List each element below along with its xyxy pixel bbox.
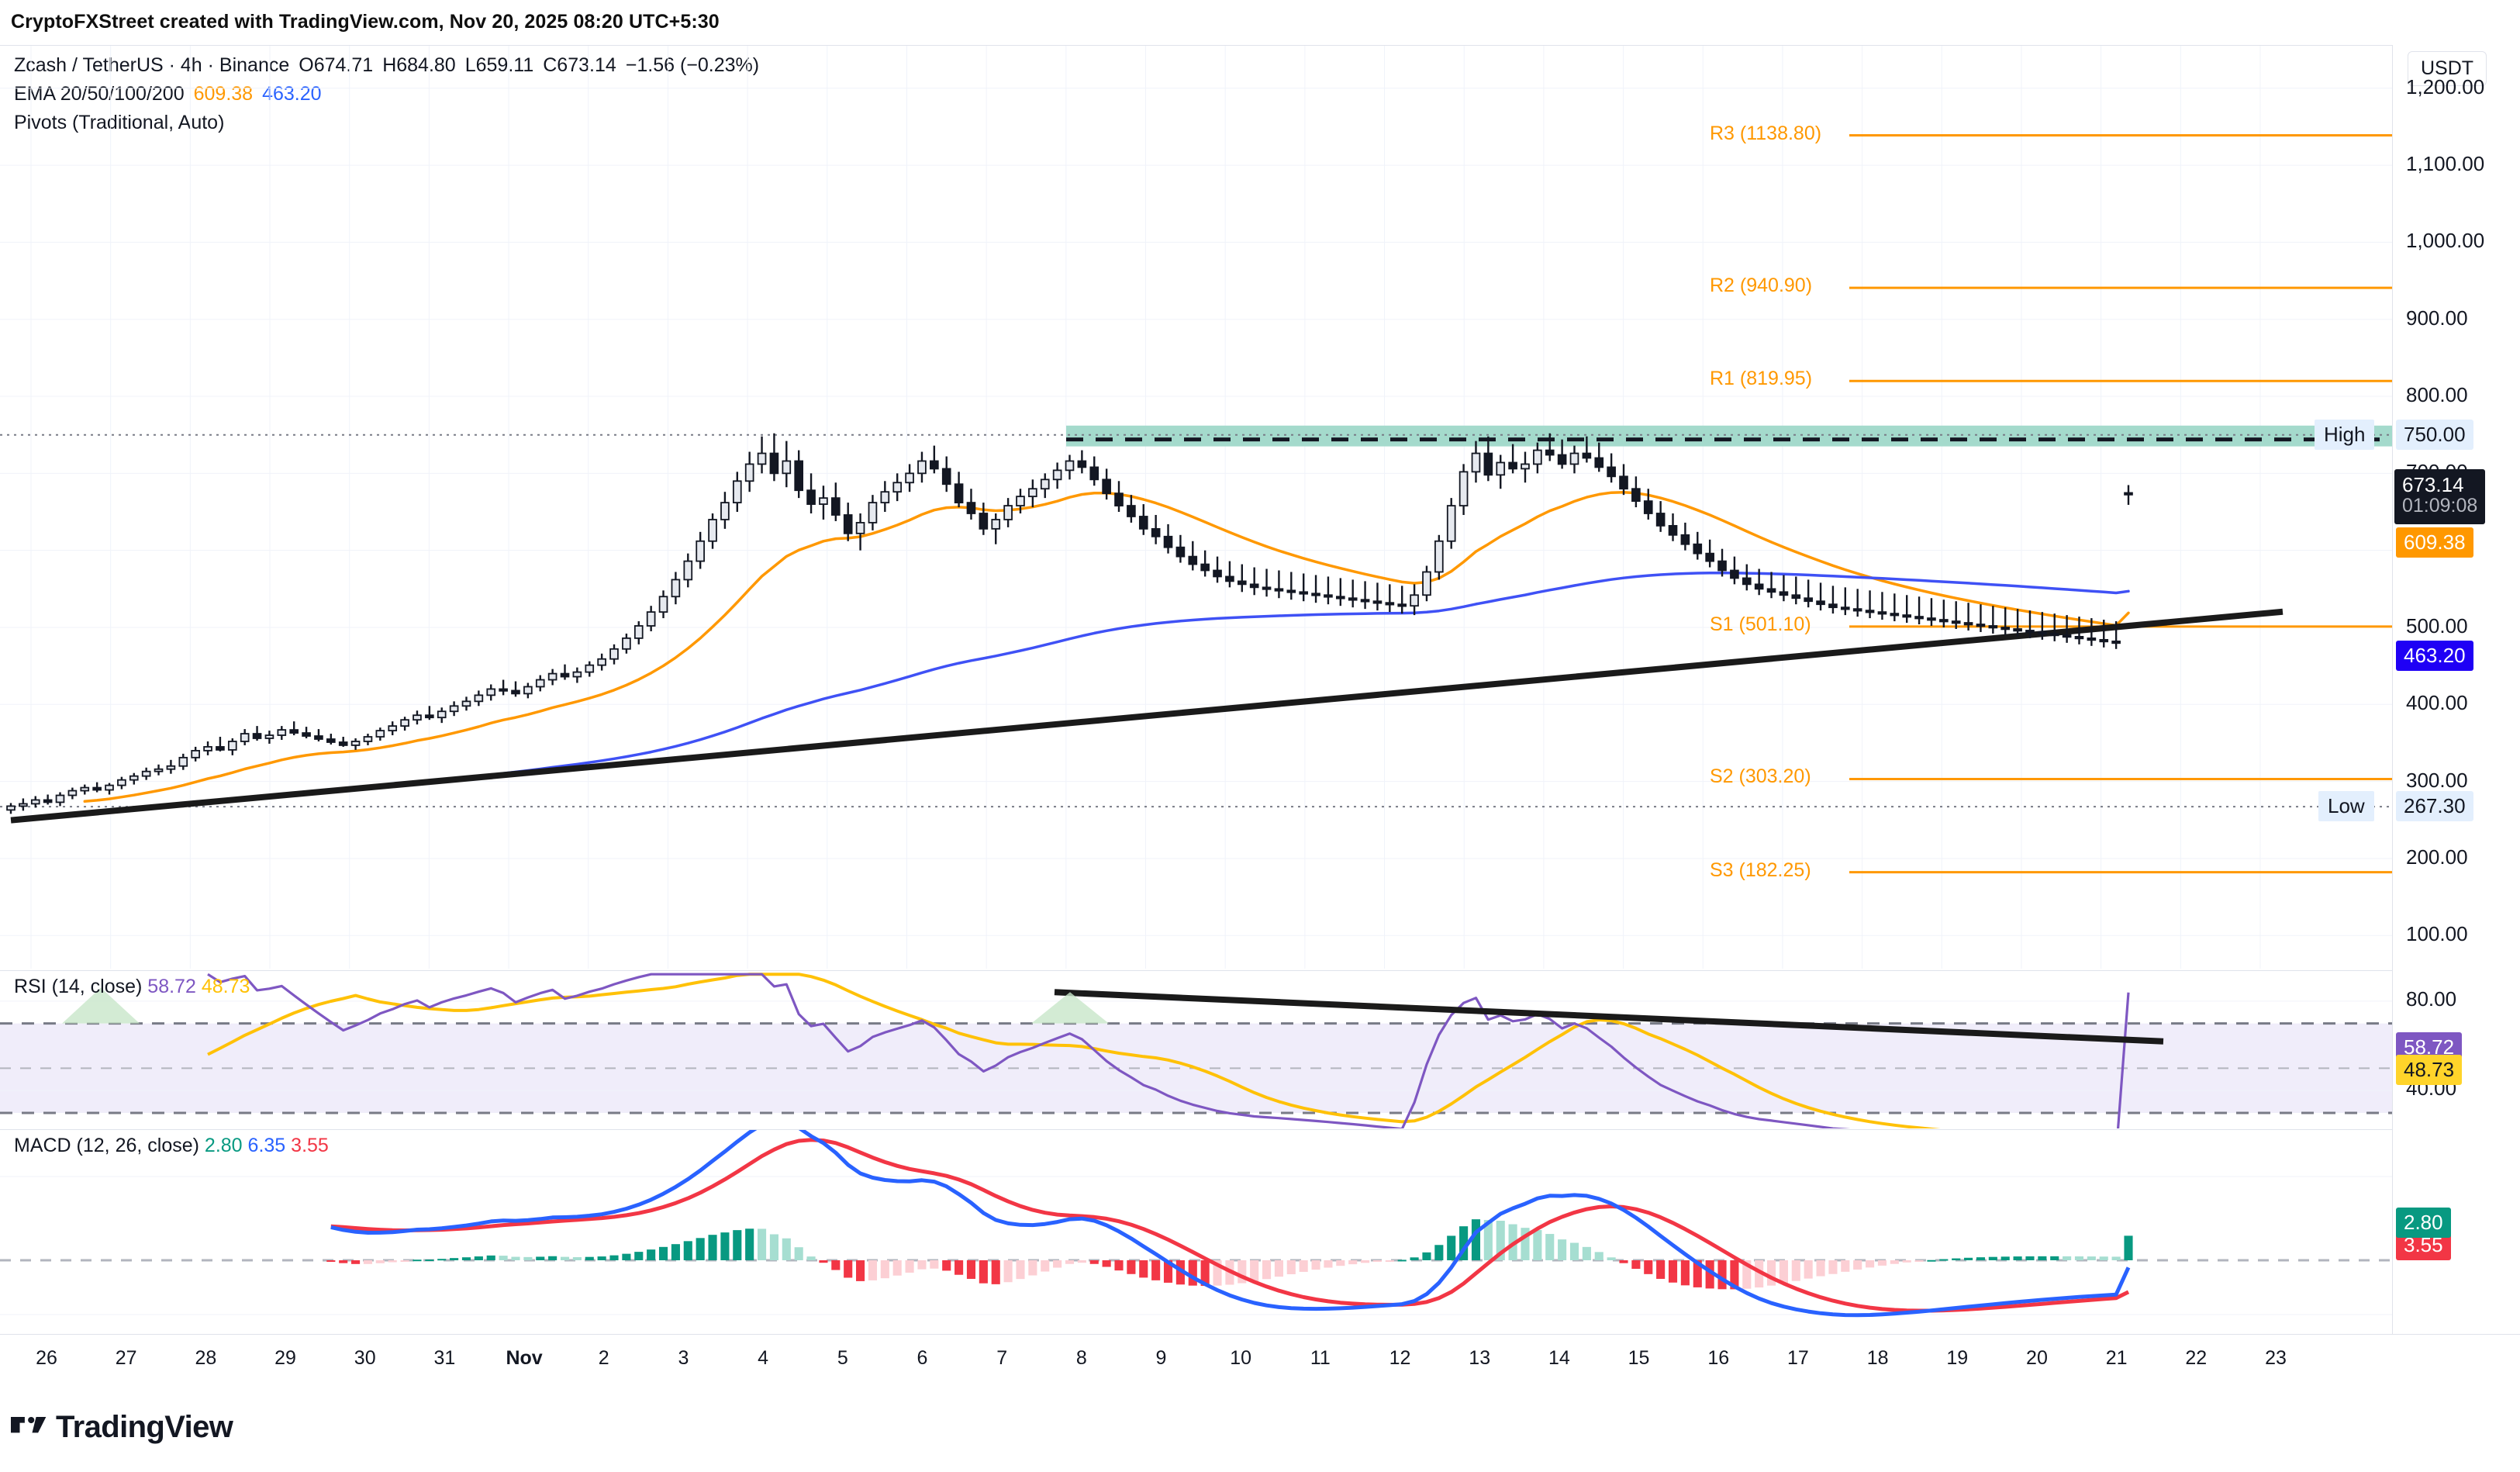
time-tick-14: 14: [1548, 1347, 1570, 1369]
pivot-label-s2: S2 (303.20): [1710, 765, 1811, 788]
rsi-ma-value: 48.73: [201, 976, 250, 997]
price-tick-40000: 400.00: [2406, 691, 2468, 715]
ema-value-fast: 609.38: [193, 83, 254, 105]
ema-title: EMA 20/50/100/200: [14, 83, 185, 105]
time-tick-26: 26: [36, 1347, 57, 1369]
attribution-text: CryptoFXStreet created with TradingView.…: [11, 11, 720, 33]
time-scale[interactable]: 26 27 28 29 30 31 Nov 2 3 4 5 6 7 8 9 10 11 12 13 14 15 16 17 1…: [0, 1334, 2520, 1379]
symbol-title: Zcash / TetherUS · 4h · Binance: [14, 54, 290, 76]
macd-title: MACD (12, 26, close): [14, 1135, 199, 1156]
time-tick-27: 27: [115, 1347, 137, 1369]
price-chart-svg: [0, 46, 2392, 969]
rsi-value: 58.72: [147, 976, 196, 997]
macd-line-value: 6.35: [247, 1135, 286, 1156]
macd-hist-value: 2.80: [204, 1135, 243, 1156]
pivot-label-s1: S1 (501.10): [1710, 613, 1811, 635]
time-tick-9: 9: [1155, 1347, 1167, 1369]
time-tick-nov: Nov: [506, 1347, 543, 1369]
currency-badge[interactable]: USDT: [2408, 51, 2487, 86]
axis-pill-low-zone: 267.30: [2396, 791, 2473, 822]
legend-ema-row[interactable]: EMA 20/50/100/200 609.38 463.20: [14, 80, 759, 109]
time-tick-17: 17: [1787, 1347, 1809, 1369]
price-tick-120000: 1,200.00: [2406, 74, 2485, 98]
axis-pill-rsi-ma-value: 48.73: [2396, 1054, 2463, 1085]
axis-pill-ema-fast: 609.38: [2396, 527, 2473, 558]
ema-value-slow: 463.20: [262, 83, 322, 105]
tradingview-mark-icon: [11, 1416, 47, 1432]
time-tick-30: 30: [354, 1347, 376, 1369]
price-tick-90000: 900.00: [2406, 306, 2468, 330]
rsi-legend[interactable]: RSI (14, close) 58.72 48.73: [14, 976, 250, 998]
price-tick-20000: 200.00: [2406, 845, 2468, 869]
pivot-label-r1: R1 (819.95): [1710, 368, 1813, 390]
time-tick-6: 6: [917, 1347, 928, 1369]
chart-legend: Zcash / TetherUS · 4h · Binance O674.71 H6…: [14, 51, 759, 137]
time-tick-4: 4: [758, 1347, 769, 1369]
macd-legend[interactable]: MACD (12, 26, close) 2.80 6.35 3.55: [14, 1135, 329, 1157]
price-tick-30000: 300.00: [2406, 768, 2468, 792]
time-tick-18: 18: [1866, 1347, 1889, 1369]
ohlc-low: L659.11: [464, 54, 534, 76]
rsi-tick-8000: 80.00: [2406, 987, 2457, 1011]
legend-symbol-row[interactable]: Zcash / TetherUS · 4h · Binance O674.71 H6…: [14, 51, 759, 80]
time-tick-13: 13: [1469, 1347, 1491, 1369]
tradingview-wordmark: TradingView: [56, 1410, 233, 1444]
time-tick-20: 20: [2026, 1347, 2048, 1369]
pivots-title: Pivots (Traditional, Auto): [14, 112, 225, 133]
time-tick-2: 2: [598, 1347, 609, 1369]
price-tick-110000: 1,100.00: [2406, 152, 2485, 176]
time-tick-7: 7: [996, 1347, 1008, 1369]
tradingview-logo: TradingView: [11, 1410, 233, 1445]
pivot-label-r2: R2 (940.90): [1710, 275, 1813, 297]
price-tick-10000: 100.00: [2406, 922, 2468, 946]
time-tick-5: 5: [837, 1347, 848, 1369]
pivot-label-s3: S3 (182.25): [1710, 859, 1811, 881]
macd-signal-value: 3.55: [291, 1135, 329, 1156]
ohlc-open: O674.71: [299, 54, 374, 76]
price-tick-80000: 800.00: [2406, 383, 2468, 407]
low-zone-tag: Low: [2318, 791, 2374, 822]
time-tick-12: 12: [1389, 1347, 1411, 1369]
time-tick-28: 28: [195, 1347, 217, 1369]
ohlc-close: C673.14: [543, 54, 616, 76]
time-tick-21: 21: [2105, 1347, 2128, 1369]
rsi-pane[interactable]: [0, 970, 2392, 1128]
time-tick-19: 19: [1946, 1347, 1969, 1369]
time-tick-23: 23: [2265, 1347, 2287, 1369]
rsi-title: RSI (14, close): [14, 976, 143, 997]
ohlc-high: H684.80: [382, 54, 456, 76]
legend-pivots-row[interactable]: Pivots (Traditional, Auto): [14, 109, 759, 137]
macd-pane[interactable]: [0, 1129, 2392, 1333]
price-tick-50000: 500.00: [2406, 613, 2468, 638]
axis-pill-ema-slow: 463.20: [2396, 640, 2473, 671]
pivot-label-r3: R3 (1138.80): [1710, 122, 1822, 144]
time-tick-22: 22: [2185, 1347, 2208, 1369]
price-tick-100000: 1,000.00: [2406, 229, 2485, 253]
time-tick-8: 8: [1075, 1347, 1087, 1369]
chart-frame: [0, 45, 2520, 1379]
macd-chart-svg: [0, 1130, 2392, 1318]
price-pane[interactable]: [0, 46, 2392, 969]
time-tick-31: 31: [433, 1347, 456, 1369]
price-scale[interactable]: [2392, 45, 2520, 1334]
rsi-chart-svg: [0, 973, 2392, 1128]
time-tick-15: 15: [1628, 1347, 1650, 1369]
time-tick-3: 3: [678, 1347, 689, 1369]
time-tick-10: 10: [1230, 1347, 1252, 1369]
time-tick-29: 29: [274, 1347, 296, 1369]
time-tick-11: 11: [1310, 1347, 1331, 1369]
axis-pill-macd-hist: 2.80: [2396, 1208, 2451, 1239]
high-zone-tag: High: [2315, 419, 2375, 450]
axis-pill-last-price: 673.14 01:09:08: [2394, 469, 2486, 525]
axis-pill-high-zone: 750.00: [2396, 419, 2473, 450]
price-change: −1.56 (−0.23%): [625, 54, 760, 76]
time-tick-16: 16: [1707, 1347, 1730, 1369]
